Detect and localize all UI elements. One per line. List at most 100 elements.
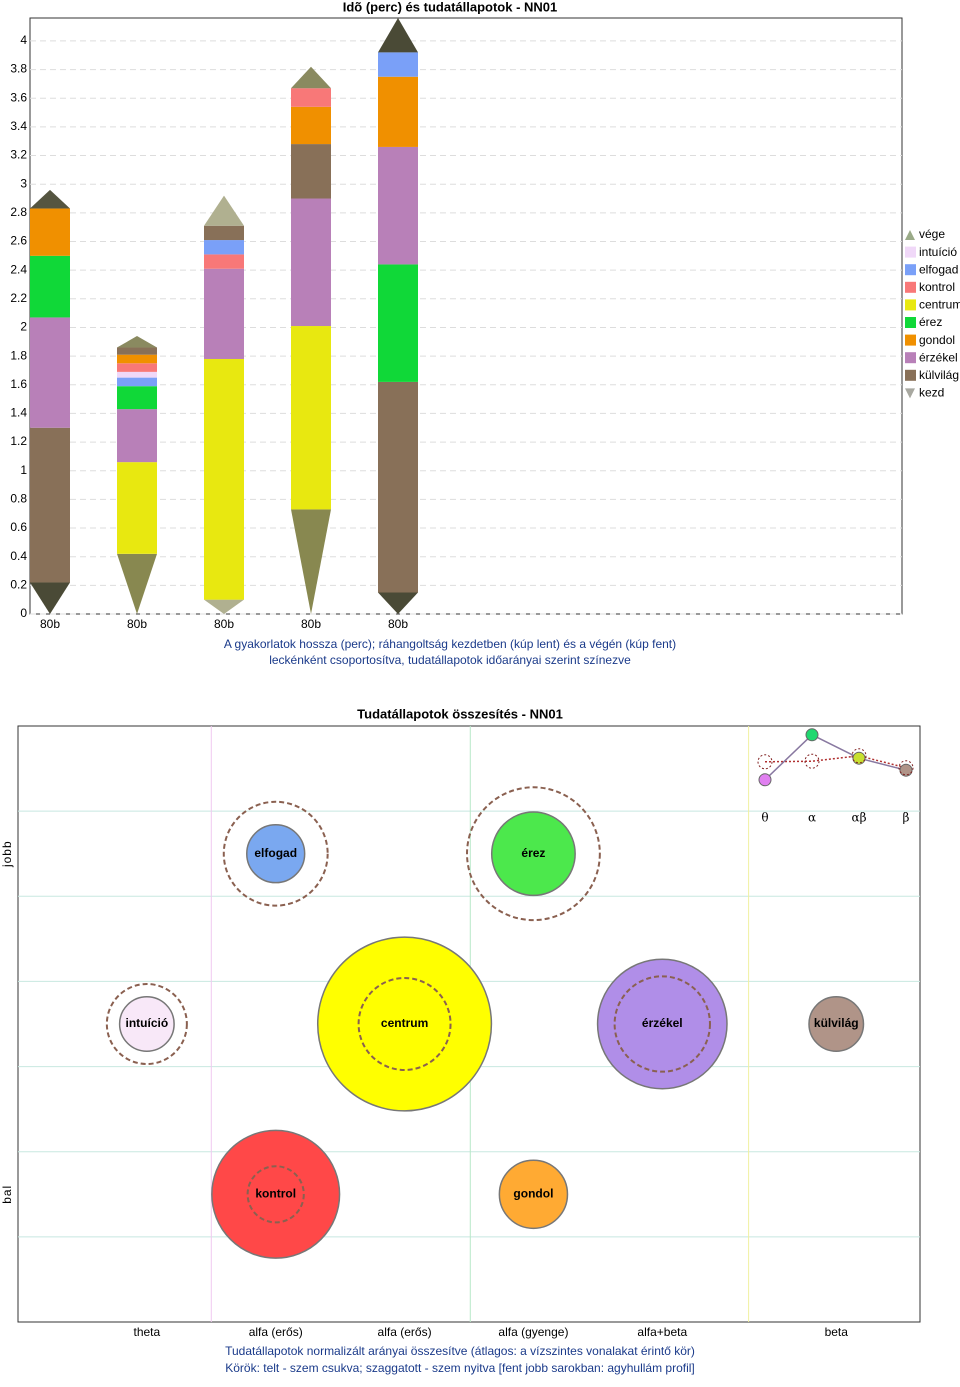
bubble [211,1129,341,1259]
caption: A gyakorlatok hossza (perc); ráhangoltsá… [224,637,676,651]
open-eye-circle [613,975,711,1073]
legend-swatch [905,369,916,381]
legend-label: kontrol [919,280,955,294]
y-tick-label: 0 [20,606,27,620]
y-tick-label: 3.4 [10,119,27,133]
segment [117,386,157,410]
start-cone [204,599,244,614]
bubble-label: elfogad [254,846,297,860]
profile-label: αβ [851,811,866,825]
legend-swatch [905,317,916,328]
y-tick-label: 4 [20,33,27,47]
y-tick-label: 1.6 [10,377,27,391]
segment [117,371,157,378]
end-cone [291,66,331,89]
segment [117,377,157,387]
profile-closed-point [805,728,819,742]
segment [291,326,331,510]
end-cone [117,336,157,348]
bubble [118,996,175,1052]
y-tick-label: bal [0,1185,14,1204]
y-tick-label: 3.2 [10,148,27,162]
plot-frame [17,725,921,1323]
segment [378,264,418,382]
plot-frame [29,17,903,615]
legend-swatch [905,246,916,258]
x-tick-label: beta [825,1325,849,1339]
profile-label: θ [761,811,768,825]
bubble-label: intuíció [126,1016,169,1030]
bubble-label: külvilág [814,1016,859,1030]
y-tick-label: 3.6 [10,90,27,104]
profile-label: β [903,811,910,825]
segment [378,381,418,593]
open-eye-circle [105,982,188,1066]
end-cone [30,189,70,209]
y-tick-label: 0.4 [10,549,27,563]
segment [204,358,244,600]
segment [204,225,244,241]
segment [291,88,331,107]
x-tick-label: alfa (erős) [378,1325,432,1339]
open-eye-circle [222,800,329,907]
profile-closed-point [899,763,913,777]
segment [291,198,331,327]
y-tick-label: 1.8 [10,348,27,362]
legend-swatch [905,388,915,399]
bubble-label: gondol [513,1186,553,1200]
y-tick-label: 0.2 [10,578,27,592]
legend-label: kezd [919,386,944,400]
segment [378,76,418,147]
caption: Körök: telt - szem csukva; szaggatott - … [225,1361,695,1375]
profile-open-line [764,755,907,769]
y-tick-label: 2.4 [10,262,27,276]
profile-open-point [898,760,914,776]
y-tick-label: 1 [20,463,27,477]
x-tick-label: alfa (erős) [249,1325,303,1339]
legend-swatch [905,230,915,240]
x-tick-label: theta [134,1325,161,1339]
segment [30,208,70,256]
bubble [596,958,728,1090]
segment [291,106,331,145]
bubble-label: centrum [381,1016,428,1030]
segment [378,146,418,265]
end-cone [204,195,244,226]
legend-swatch [905,352,916,364]
legend-label: érez [919,315,942,329]
profile-label: α [808,811,816,825]
legend-swatch [905,264,916,276]
segment [117,409,157,463]
segment [117,347,157,355]
legend-label: vége [919,227,945,241]
bubble-label: kontrol [255,1186,296,1200]
x-tick-label: 80b [214,617,234,631]
legend-swatch [905,334,916,346]
caption: Tudatállapotok normalizált arányai össze… [225,1344,695,1358]
x-tick-label: 80b [40,617,60,631]
bubble-label: érez [521,846,545,860]
legend-swatch [905,281,916,293]
segment [30,255,70,318]
start-cone [378,592,418,614]
y-tick-label: 3.8 [10,62,27,76]
bubble [246,824,306,884]
segment [117,363,157,372]
legend-swatch [905,299,916,311]
segment [30,427,70,583]
y-tick-label: 0.8 [10,492,27,506]
open-eye-circle [466,786,601,922]
x-tick-label: 80b [301,617,321,631]
profile-closed-line [764,733,907,781]
chart-title: Idõ (perc) és tudatállapotok - NN01 [343,0,558,14]
y-tick-label: 0.6 [10,520,27,534]
y-tick-label: 1.4 [10,406,27,420]
y-tick-label: 2.2 [10,291,27,305]
profile-open-point [851,748,867,764]
profile-open-point [804,753,820,769]
open-eye-circle [357,977,452,1071]
profile-closed-point [852,751,866,765]
segment [30,317,70,428]
legend-label: külvilág [919,368,959,382]
